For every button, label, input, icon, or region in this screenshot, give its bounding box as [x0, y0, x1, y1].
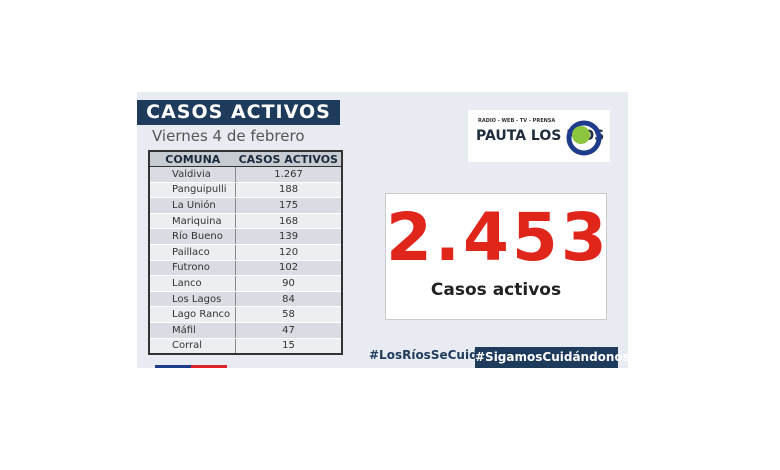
column-header: CASOS ACTIVOS — [235, 151, 342, 167]
commune: Valdivia — [149, 166, 236, 183]
total-label: Casos activos — [430, 280, 562, 300]
commune: Máfil — [149, 322, 236, 339]
active-cases: 58 — [235, 306, 342, 323]
commune: Panguipulli — [149, 182, 236, 199]
table-row: Paillaco 120 — [149, 244, 342, 261]
table-row: Río Bueno 139 — [149, 228, 342, 245]
commune: Lago Ranco — [149, 306, 236, 323]
commune: Futrono — [149, 260, 236, 277]
commune: Mariquina — [149, 213, 236, 230]
active-cases: 90 — [235, 275, 342, 292]
table-row: Máfil 47 — [149, 322, 342, 339]
commune: Río Bueno — [149, 228, 236, 245]
active-cases: 188 — [235, 182, 342, 199]
hashtag: #SigamosCuidándonos — [475, 347, 630, 368]
active-cases: 15 — [235, 338, 342, 355]
active-cases: 102 — [235, 260, 342, 277]
table: COMUNA CASOS ACTIVOS Valdivia 1.267 Pangui… — [148, 150, 343, 356]
logo-tagline: RADIO - WEB - TV - PRENSA — [478, 118, 556, 124]
active-cases: 168 — [235, 213, 342, 230]
table-row: Lanco 90 — [149, 275, 342, 292]
total-box: 2.453 Casos activos — [385, 193, 607, 320]
title: CASOS ACTIVOS — [137, 100, 340, 125]
flag-stripe — [155, 365, 227, 368]
table-row: Valdivia 1.267 — [149, 166, 342, 183]
table-row: Corral 15 — [149, 338, 342, 355]
commune: Los Lagos — [149, 291, 236, 308]
active-cases: 47 — [235, 322, 342, 339]
active-cases: 1.267 — [235, 166, 342, 183]
table-row: Lago Ranco 58 — [149, 306, 342, 323]
column-header: COMUNA — [149, 151, 236, 167]
table-row: Futrono 102 — [149, 260, 342, 277]
table-row: Mariquina 168 — [149, 213, 342, 230]
active-cases: 175 — [235, 197, 342, 214]
commune: Lanco — [149, 275, 236, 292]
table-row: Panguipulli 188 — [149, 182, 342, 199]
logo-icon — [566, 120, 602, 156]
table-row: Los Lagos 84 — [149, 291, 342, 308]
logo: RADIO - WEB - TV - PRENSA PAUTA LOS RIOS — [468, 110, 610, 162]
commune: Paillaco — [149, 244, 236, 261]
hashtag: #LosRíosSeCuida — [369, 348, 486, 362]
card: CASOS ACTIVOS Viernes 4 de febrero COMUN… — [137, 92, 630, 368]
active-cases: 84 — [235, 291, 342, 308]
active-cases: 139 — [235, 228, 342, 245]
total-value: 2.453 — [386, 199, 610, 276]
subtitle: Viernes 4 de febrero — [152, 127, 305, 145]
commune: Corral — [149, 338, 236, 355]
commune: La Unión — [149, 197, 236, 214]
table-row: La Unión 175 — [149, 197, 342, 214]
active-cases: 120 — [235, 244, 342, 261]
